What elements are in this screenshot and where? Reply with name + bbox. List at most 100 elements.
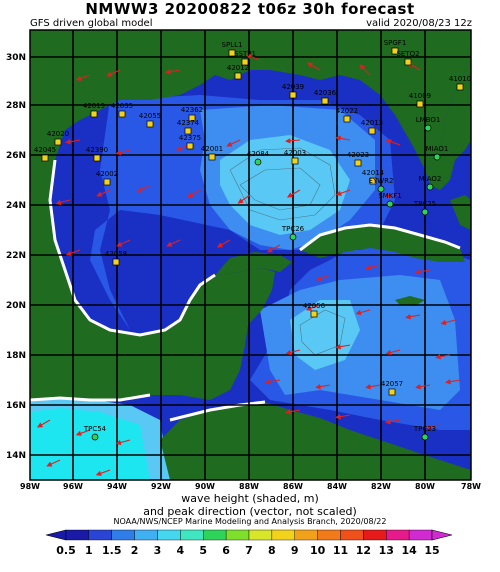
station-spll1[interactable]: SPLL1 bbox=[222, 41, 243, 57]
station-42002[interactable]: 42002 bbox=[96, 170, 118, 186]
colorbar-cell bbox=[363, 529, 387, 541]
direction-arrow bbox=[385, 139, 401, 146]
direction-arrow bbox=[385, 193, 401, 199]
station-smkf1[interactable]: SMKF1 bbox=[378, 192, 402, 208]
colorbar-cell bbox=[180, 529, 204, 541]
station-miao1[interactable]: MIAO1 bbox=[426, 145, 449, 161]
direction-arrow bbox=[305, 304, 321, 311]
station-label: 42055 bbox=[139, 112, 161, 120]
station-label: 42039 bbox=[282, 83, 304, 91]
station-42019[interactable]: 42019 bbox=[83, 102, 105, 118]
station-marker-square bbox=[208, 153, 216, 161]
colorbar-cell bbox=[88, 529, 112, 541]
station-label: 42023 bbox=[347, 151, 369, 159]
station-marker-square bbox=[186, 142, 194, 150]
colorbar-cell bbox=[157, 529, 181, 541]
lat-label: 20N bbox=[6, 301, 26, 311]
station-spgf1[interactable]: SPGF1 bbox=[384, 39, 407, 55]
station-label: SETO2 bbox=[396, 50, 419, 58]
station-label: 42375 bbox=[179, 134, 201, 142]
station-42013[interactable]: 42013 bbox=[361, 119, 383, 135]
direction-arrow bbox=[425, 423, 441, 430]
station-41010[interactable]: 41010 bbox=[449, 75, 471, 91]
colorbar-level-label: 9 bbox=[291, 544, 299, 557]
station-42058[interactable]: 42058 bbox=[105, 250, 127, 266]
station-41009[interactable]: 41009 bbox=[409, 92, 431, 108]
station-tpc54[interactable]: TPC54 bbox=[83, 425, 107, 441]
station-label: 42045 bbox=[34, 146, 56, 154]
station-marker-square bbox=[54, 138, 62, 146]
direction-arrow bbox=[96, 189, 111, 197]
colorbar-cell bbox=[203, 529, 227, 541]
station-tpc25[interactable]: TPC25 bbox=[413, 200, 436, 216]
station-42020[interactable]: 42020 bbox=[47, 130, 69, 146]
station-eywr2[interactable]: EYWR2 bbox=[369, 177, 394, 193]
station-42362[interactable]: 42362 bbox=[181, 106, 203, 122]
station-42014[interactable]: 42014 bbox=[362, 169, 385, 185]
station-sstp1[interactable]: SSTP1 bbox=[234, 50, 256, 66]
direction-arrow bbox=[245, 54, 261, 61]
colorbar-level-label: 6 bbox=[222, 544, 230, 557]
colorbar-level-label: 12 bbox=[356, 544, 371, 557]
direction-arrow bbox=[445, 378, 461, 385]
station-marker-square bbox=[368, 127, 376, 135]
colorbar-cell bbox=[408, 529, 433, 541]
station-marker-circle bbox=[421, 208, 429, 216]
colorbar-level-label: 7 bbox=[245, 544, 253, 557]
station-42039[interactable]: 42039 bbox=[282, 83, 304, 99]
station-42022[interactable]: 42022 bbox=[336, 107, 358, 123]
lon-label: 86W bbox=[283, 482, 303, 491]
direction-arrow bbox=[115, 149, 131, 156]
station-42084[interactable]: 42084 bbox=[247, 150, 270, 166]
station-label: SSTP1 bbox=[234, 50, 256, 58]
caption-credit: NOAA/NWS/NCEP Marine Modeling and Analys… bbox=[113, 517, 387, 526]
station-42023[interactable]: 42023 bbox=[347, 151, 369, 167]
station-label: 42057 bbox=[381, 380, 403, 388]
station-42012[interactable]: 42012 bbox=[227, 64, 249, 80]
lat-lon-grid bbox=[30, 30, 471, 480]
station-label: TPC25 bbox=[413, 200, 436, 208]
land-cuba bbox=[300, 225, 465, 262]
direction-arrow bbox=[335, 343, 351, 350]
station-42035[interactable]: 42035 bbox=[111, 102, 133, 118]
station-42057[interactable]: 42057 bbox=[381, 380, 403, 396]
station-42045[interactable]: 42045 bbox=[34, 146, 56, 162]
station-label: 42014 bbox=[362, 169, 385, 177]
lat-label: 16N bbox=[6, 401, 26, 411]
station-seto2[interactable]: SETO2 bbox=[396, 50, 420, 66]
direction-arrow bbox=[306, 62, 321, 71]
station-42003[interactable]: 42003 bbox=[284, 149, 306, 165]
station-marker-circle bbox=[289, 233, 297, 241]
station-42001[interactable]: 42001 bbox=[201, 145, 223, 161]
station-marker-square bbox=[103, 178, 111, 186]
station-marker-square bbox=[404, 58, 412, 66]
direction-arrow bbox=[65, 249, 81, 256]
station-tpc23[interactable]: TPC23 bbox=[413, 425, 436, 441]
station-label: TPC26 bbox=[281, 225, 305, 233]
station-42375[interactable]: 42375 bbox=[179, 134, 201, 150]
colorbar-cell bbox=[134, 529, 158, 541]
station-miao2[interactable]: MIAO2 bbox=[419, 175, 442, 191]
station-42056[interactable]: 42056 bbox=[303, 302, 326, 318]
direction-arrow bbox=[75, 74, 91, 81]
station-label: 42003 bbox=[284, 149, 306, 157]
station-label: 42362 bbox=[181, 106, 203, 114]
station-label: 42056 bbox=[303, 302, 326, 310]
station-label: 42084 bbox=[247, 150, 270, 158]
station-label: 42058 bbox=[105, 250, 127, 258]
lon-label: 80W bbox=[415, 482, 435, 491]
station-label: 41009 bbox=[409, 92, 431, 100]
station-lmbo1[interactable]: LMBO1 bbox=[416, 116, 441, 132]
land-mexico bbox=[30, 200, 275, 400]
station-42390[interactable]: 42390 bbox=[86, 146, 108, 162]
direction-arrow bbox=[440, 319, 456, 326]
colorbar-level-label: 0.5 bbox=[56, 544, 76, 557]
station-label: 41010 bbox=[449, 75, 471, 83]
sea-3m-pacific bbox=[30, 405, 150, 480]
station-42036[interactable]: 42036 bbox=[314, 89, 337, 105]
station-tpc26[interactable]: TPC26 bbox=[281, 225, 305, 241]
station-42055[interactable]: 42055 bbox=[139, 112, 161, 128]
station-42374[interactable]: 42374 bbox=[177, 119, 200, 135]
station-label: 42020 bbox=[47, 130, 69, 138]
